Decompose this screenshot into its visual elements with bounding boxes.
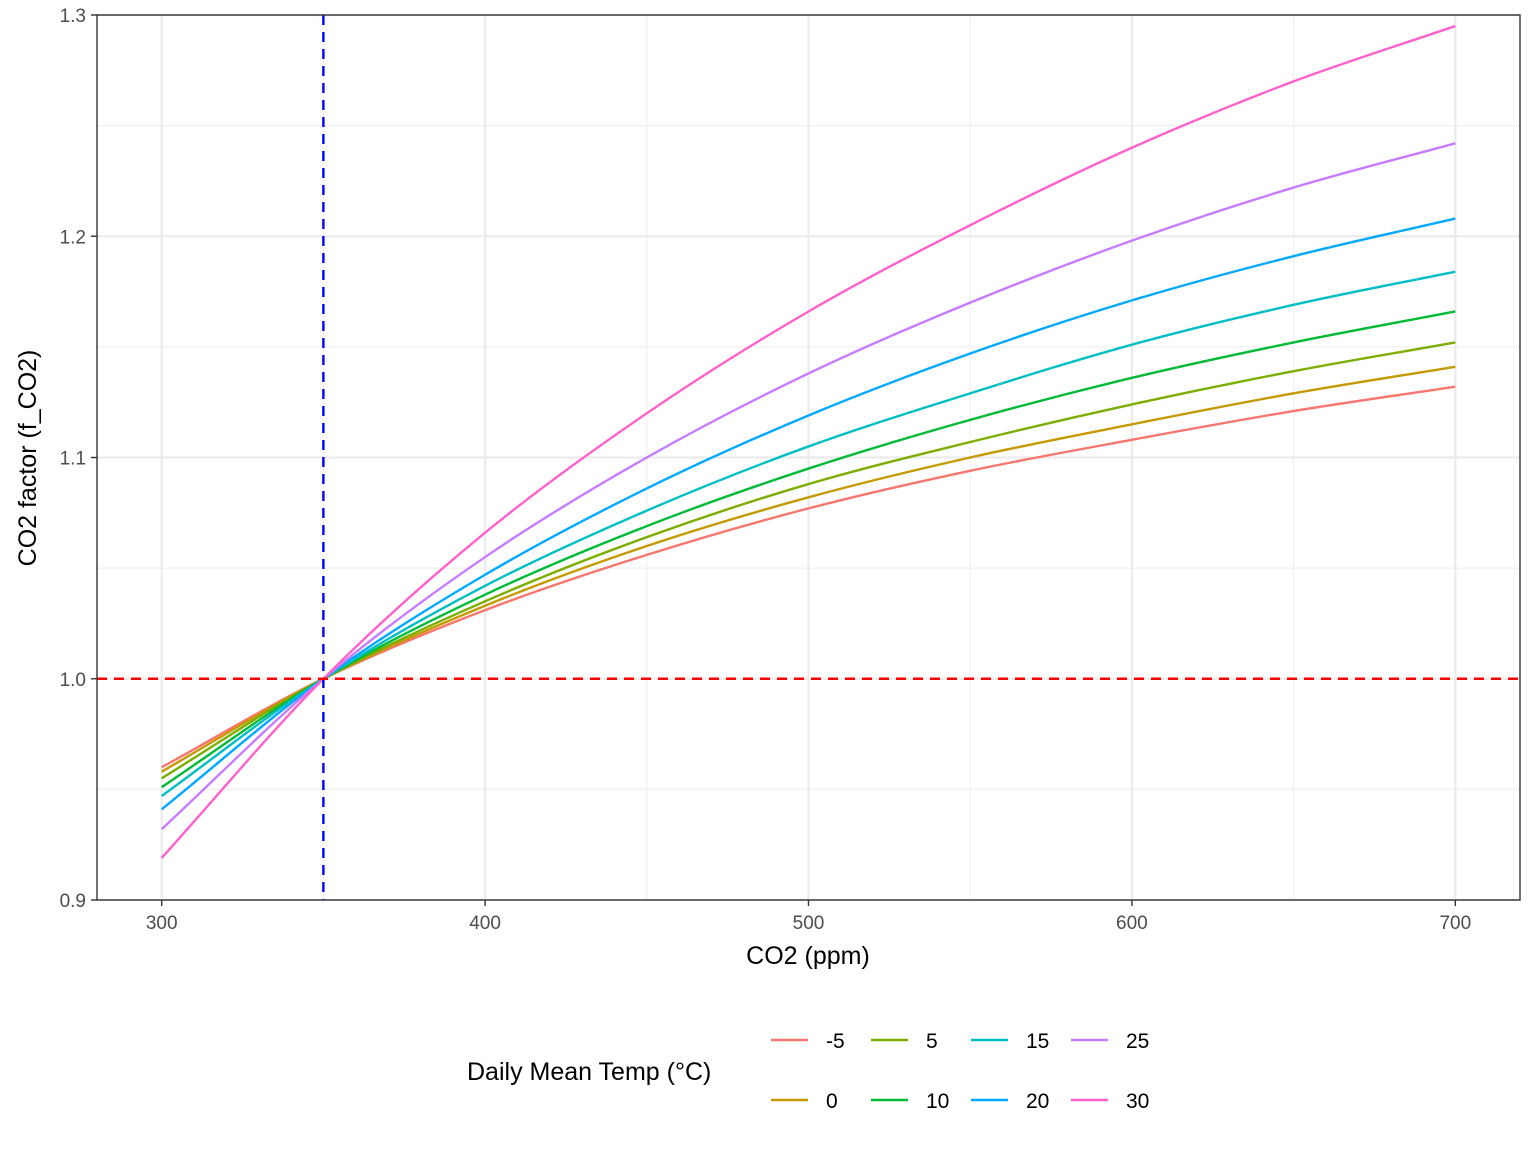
x-tick-label: 600	[1116, 913, 1148, 934]
y-axis-title: CO2 factor (f_CO2)	[14, 350, 42, 567]
legend-label-20: 20	[1026, 1090, 1049, 1113]
legend-label--5: -5	[826, 1030, 845, 1053]
reference-lines	[97, 15, 1520, 900]
y-tick-label: 1.1	[60, 449, 86, 470]
y-tick-label: 1.2	[60, 227, 86, 248]
legend-label-0: 0	[826, 1090, 838, 1113]
series-line-15	[160, 270, 1456, 797]
legend-label-15: 15	[1026, 1030, 1049, 1053]
series-line-10	[161, 310, 1456, 789]
series-line-20	[160, 217, 1456, 811]
legend-label-5: 5	[926, 1030, 938, 1053]
x-tick-label: 400	[469, 913, 501, 934]
series-line-5	[161, 341, 1456, 780]
series-line-30	[160, 24, 1456, 859]
legend-label-10: 10	[926, 1090, 949, 1113]
y-tick-label: 1.0	[60, 670, 86, 691]
legend-label-25: 25	[1126, 1030, 1149, 1053]
y-tick-label: 0.9	[60, 891, 86, 912]
legend-label-30: 30	[1126, 1090, 1149, 1113]
legend-title: Daily Mean Temp (°C)	[467, 1058, 711, 1086]
series-line-25	[160, 142, 1456, 831]
x-tick-label: 500	[793, 913, 825, 934]
x-axis-ticks: 300 400 500 600 700	[146, 900, 1471, 934]
series-layer	[160, 24, 1456, 859]
x-tick-label: 300	[146, 913, 178, 934]
legend: -5 0 5 10 15 20 25 30	[771, 1030, 1149, 1113]
x-axis-title: CO2 (ppm)	[746, 942, 870, 970]
y-tick-label: 1.3	[60, 6, 86, 27]
x-tick-label: 700	[1439, 913, 1471, 934]
y-axis-ticks: 0.9 1.0 1.1 1.2 1.3	[60, 6, 97, 912]
